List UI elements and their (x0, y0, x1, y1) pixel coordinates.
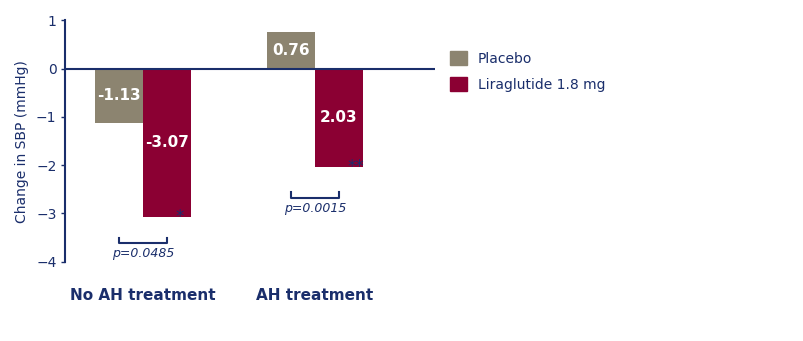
Text: p=0.0015: p=0.0015 (283, 202, 345, 215)
Bar (267, 32, 315, 69)
Text: -3.07: -3.07 (145, 135, 189, 150)
Text: *: * (175, 208, 184, 226)
Text: -1.13: -1.13 (97, 88, 141, 103)
Text: No AH treatment: No AH treatment (70, 288, 215, 303)
Bar (143, 69, 191, 217)
Bar (315, 69, 363, 167)
Y-axis label: Change in SBP (mmHg): Change in SBP (mmHg) (15, 60, 29, 223)
Text: **: ** (347, 158, 364, 176)
Bar (95, 69, 143, 123)
Text: 0.76: 0.76 (271, 43, 309, 58)
Text: AH treatment: AH treatment (256, 288, 373, 303)
Legend: Placebo, Liraglutide 1.8 mg: Placebo, Liraglutide 1.8 mg (446, 47, 609, 96)
Text: p=0.0485: p=0.0485 (112, 247, 174, 260)
Text: 2.03: 2.03 (320, 110, 357, 125)
